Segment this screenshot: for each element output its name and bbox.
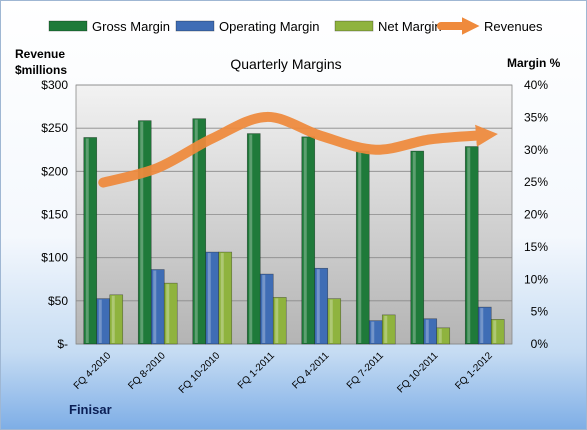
- bar-net-margin: [436, 327, 451, 345]
- legend-swatch: [334, 20, 374, 32]
- bar-net-margin: [218, 251, 233, 345]
- right-tick-label: 0%: [531, 337, 549, 351]
- right-tick-label: 15%: [524, 240, 548, 254]
- bar-highlight: [358, 152, 362, 343]
- legend-swatch: [48, 20, 88, 32]
- right-tick-label: 35%: [524, 110, 548, 124]
- legend-swatch: [175, 20, 215, 32]
- bar-highlight: [262, 275, 266, 343]
- right-tick-label: 25%: [524, 175, 548, 189]
- right-tick-label: 20%: [524, 208, 548, 222]
- right-axis-ticks: 0% 5% 10% 15% 20% 25% 30% 35% 40%: [524, 78, 548, 351]
- category-label: FQ 7-2011: [345, 350, 386, 391]
- bar-gross-margin: [355, 150, 370, 345]
- legend-label: Net Margin: [378, 19, 442, 34]
- bar-net-margin: [381, 314, 396, 345]
- bar-gross-margin: [137, 120, 152, 345]
- chart-title: Quarterly Margins: [230, 56, 341, 72]
- category-label: FQ 10-2010: [177, 350, 223, 396]
- bar-operating-margin: [314, 267, 329, 345]
- bar-net-margin: [327, 298, 342, 345]
- bar-operating-margin: [96, 298, 111, 345]
- bar-gross-margin: [410, 150, 425, 345]
- right-tick-label: 10%: [524, 272, 548, 286]
- left-tick-label: $150: [41, 208, 68, 222]
- bar-net-margin: [109, 294, 124, 345]
- legend-label: Revenues: [484, 19, 543, 34]
- bar-highlight: [316, 269, 320, 343]
- bar-highlight: [249, 134, 253, 343]
- bar-gross-margin: [246, 133, 261, 345]
- left-tick-label: $200: [41, 164, 68, 178]
- left-tick-label: $100: [41, 251, 68, 265]
- category-label: FQ 4-2011: [290, 350, 331, 391]
- left-tick-label: $300: [41, 78, 68, 92]
- bar-gross-margin: [83, 137, 98, 345]
- category-label: FQ 4-2010: [72, 350, 114, 392]
- right-tick-label: 30%: [524, 143, 548, 157]
- bar-highlight: [220, 253, 224, 343]
- bar-gross-margin: [192, 118, 207, 345]
- bar-highlight: [303, 137, 307, 343]
- bar-gross-margin: [464, 146, 479, 345]
- right-tick-label: 40%: [524, 78, 548, 92]
- bar-highlight: [438, 328, 442, 343]
- bar-highlight: [98, 299, 102, 343]
- bar-highlight: [329, 299, 333, 343]
- bar-highlight: [425, 319, 429, 343]
- bar-highlight: [166, 284, 170, 343]
- legend-label: Operating Margin: [219, 19, 319, 34]
- left-tick-label: $250: [41, 121, 68, 135]
- bar-highlight: [480, 308, 484, 343]
- bar-highlight: [275, 298, 279, 343]
- bar-operating-margin: [205, 251, 220, 345]
- bar-operating-margin: [477, 306, 492, 345]
- bar-operating-margin: [259, 273, 274, 345]
- bars: [83, 118, 505, 345]
- bar-highlight: [207, 253, 211, 343]
- right-tick-label: 5%: [531, 305, 549, 319]
- revenue-line-path: [98, 111, 498, 188]
- category-label: FQ 8-2010: [126, 350, 168, 392]
- right-axis-title: Margin %: [507, 56, 561, 70]
- left-tick-label: $-: [57, 337, 68, 351]
- left-tick-label: $50: [48, 294, 68, 308]
- category-label: FQ 1-2011: [236, 350, 277, 391]
- bar-operating-margin: [368, 320, 383, 345]
- bar-highlight: [384, 315, 388, 343]
- bar-highlight: [140, 121, 144, 343]
- bar-highlight: [111, 295, 115, 343]
- bar-gross-margin: [301, 136, 316, 345]
- bar-highlight: [371, 321, 375, 343]
- bar-operating-margin: [423, 318, 438, 345]
- bar-net-margin: [163, 282, 178, 345]
- revenue-line: [98, 111, 498, 188]
- bar-highlight: [153, 270, 157, 343]
- left-axis-title-line1: Revenue: [15, 47, 65, 61]
- left-axis-ticks: $- $50 $100 $150 $200 $250 $300: [41, 78, 68, 351]
- bar-highlight: [85, 138, 89, 343]
- bar-net-margin: [272, 297, 287, 345]
- left-axis-title-line2: $millions: [15, 63, 67, 77]
- bar-operating-margin: [150, 269, 165, 345]
- category-label: FQ 1-2012: [453, 350, 495, 392]
- category-labels: FQ 4-2010 FQ 8-2010 FQ 10-2010 FQ 1-2011 FQ …: [72, 350, 495, 396]
- bar-net-margin: [490, 319, 505, 345]
- legend-label: Gross Margin: [92, 19, 170, 34]
- legend: Gross Margin Operating Margin Net Margin Re…: [48, 17, 543, 35]
- category-label: FQ 10-2011: [395, 350, 440, 395]
- bar-highlight: [467, 147, 471, 343]
- bar-highlight: [412, 152, 416, 343]
- company-name: Finisar: [69, 402, 112, 417]
- bar-highlight: [194, 119, 198, 343]
- bar-highlight: [493, 320, 497, 343]
